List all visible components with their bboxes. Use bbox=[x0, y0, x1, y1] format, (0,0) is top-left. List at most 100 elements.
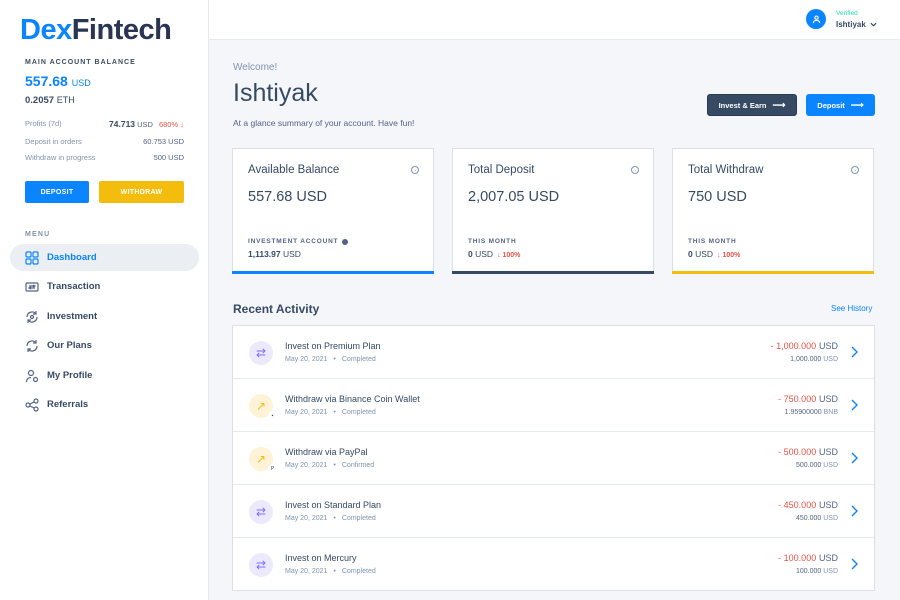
page-subtitle: At a glance summary of your account. Hav… bbox=[233, 118, 415, 128]
user-dropdown[interactable]: Ishtiyak bbox=[836, 20, 877, 29]
stat-profits: Profits (7d) 74.713 USD 680% ↓ bbox=[25, 119, 184, 129]
balance-eth-value: 0.2057 bbox=[25, 95, 55, 106]
stat-deposit-orders: Deposit in orders 60.753 USD bbox=[25, 137, 184, 146]
sidebar-item-label: Referrals bbox=[47, 399, 89, 410]
profile-icon bbox=[25, 369, 39, 383]
activity-sub-currency: BNB bbox=[823, 409, 838, 416]
chevron-right-icon[interactable] bbox=[850, 399, 858, 411]
stat-label: Withdraw in progress bbox=[25, 153, 96, 162]
card-label: THIS MONTH bbox=[688, 238, 737, 245]
card-value-number: 0 bbox=[468, 249, 473, 259]
card-value: 0 USD ↓ 100% bbox=[468, 249, 520, 259]
card-title: Total Deposit bbox=[468, 164, 535, 176]
arrow-right-icon: ⟶ bbox=[772, 99, 786, 110]
sidebar-item-investment[interactable]: Investment bbox=[10, 303, 199, 330]
activity-amount: - 750.000 USD bbox=[778, 394, 838, 405]
activity-amount-currency: USD bbox=[818, 553, 838, 563]
activity-meta: May 20, 2021 • Confirmed bbox=[285, 462, 375, 469]
card-amount: 2,007.05 USD bbox=[468, 189, 560, 205]
page-title: Ishtiyak bbox=[233, 79, 318, 107]
activity-title: Invest on Mercury bbox=[285, 553, 357, 563]
sidebar: DexFintech MAIN ACCOUNT BALANCE 557.68 U… bbox=[0, 0, 209, 600]
stat-value: 500 USD bbox=[153, 153, 184, 162]
activity-meta: May 20, 2021 • Completed bbox=[285, 409, 376, 416]
activity-title: Withdraw via PayPal bbox=[285, 447, 368, 457]
plans-icon bbox=[25, 339, 39, 353]
activity-title: Withdraw via Binance Coin Wallet bbox=[285, 394, 420, 404]
activity-sub-value: 100.000 bbox=[795, 568, 822, 575]
activity-amount-value: - 100.000 bbox=[778, 553, 817, 563]
balance-usd-value: 557.68 bbox=[25, 73, 68, 89]
invest-earn-button[interactable]: Invest & Earn ⟶ bbox=[707, 94, 797, 116]
activity-status: Completed bbox=[341, 568, 376, 575]
card-value-number: 0 bbox=[688, 249, 693, 259]
card-available-balance: Available Balance 557.68 USD INVESTMENT … bbox=[232, 148, 434, 274]
info-icon[interactable] bbox=[631, 166, 639, 174]
arrow-right-icon: ⟶ bbox=[850, 99, 864, 110]
activity-sub-amount: 1.95900000 BNB bbox=[785, 409, 838, 416]
sidebar-item-transaction[interactable]: Transaction bbox=[10, 273, 199, 300]
activity-date: May 20, 2021 bbox=[285, 568, 328, 575]
activity-status: Completed bbox=[341, 515, 376, 522]
sidebar-item-dashboard[interactable]: Dashboard bbox=[10, 244, 199, 271]
card-total-withdraw: Total Withdraw 750 USD THIS MONTH 0 USD ↓… bbox=[672, 148, 874, 274]
card-total-deposit: Total Deposit 2,007.05 USD THIS MONTH 0 … bbox=[452, 148, 654, 274]
card-bar bbox=[452, 271, 654, 274]
recent-activity-title: Recent Activity bbox=[233, 302, 320, 316]
activity-status: Completed bbox=[341, 356, 376, 363]
balance-eth-currency: ETH bbox=[56, 95, 75, 105]
activity-sub-value: 450.000 bbox=[795, 515, 822, 522]
wallet-icon: ▪ bbox=[268, 411, 277, 420]
activity-meta: May 20, 2021 • Completed bbox=[285, 568, 376, 575]
activity-row[interactable]: ↗ P Withdraw via PayPal May 20, 2021 • Con… bbox=[233, 432, 874, 485]
card-title: Available Balance bbox=[248, 164, 340, 176]
chevron-right-icon[interactable] bbox=[850, 346, 858, 358]
user-name: Ishtiyak bbox=[836, 20, 866, 29]
card-bar bbox=[672, 271, 874, 274]
avatar[interactable] bbox=[806, 9, 826, 29]
arrow-up-right-icon: ↗ bbox=[249, 394, 273, 418]
activity-row[interactable]: ⇄ Invest on Standard Plan May 20, 2021 • C… bbox=[233, 485, 874, 538]
info-icon[interactable] bbox=[342, 238, 349, 245]
activity-status: Confirmed bbox=[341, 462, 375, 469]
activity-sub-amount: 500.000 USD bbox=[796, 462, 838, 469]
sidebar-item-referrals[interactable]: Referrals bbox=[10, 391, 199, 418]
sidebar-item-label: Transaction bbox=[47, 281, 101, 292]
sidebar-withdraw-button[interactable]: WITHDRAW bbox=[99, 181, 184, 203]
deposit-button[interactable]: Deposit ⟶ bbox=[806, 94, 875, 116]
activity-row[interactable]: ↗ ▪ Withdraw via Binance Coin Wallet May… bbox=[233, 379, 874, 432]
activity-date: May 20, 2021 bbox=[285, 515, 328, 522]
activity-list: ⇄ Invest on Premium Plan May 20, 2021 • Co… bbox=[232, 325, 875, 591]
balance-eth: 0.2057 ETH bbox=[25, 95, 75, 106]
card-value-currency: USD bbox=[475, 249, 494, 259]
see-history-link[interactable]: See History bbox=[831, 304, 873, 313]
stat-currency: USD bbox=[137, 120, 153, 129]
activity-sub-amount: 100.000 USD bbox=[796, 568, 838, 575]
exchange-icon: ⇄ bbox=[249, 553, 273, 577]
stat-label: Deposit in orders bbox=[25, 137, 82, 146]
info-icon[interactable] bbox=[411, 166, 419, 174]
card-value-currency: USD bbox=[695, 249, 714, 259]
activity-amount-value: - 450.000 bbox=[778, 500, 817, 510]
activity-sub-currency: USD bbox=[823, 568, 838, 575]
activity-row[interactable]: ⇄ Invest on Mercury May 20, 2021 • Complet… bbox=[233, 538, 874, 591]
info-icon[interactable] bbox=[851, 166, 859, 174]
card-label: THIS MONTH bbox=[468, 238, 517, 245]
balance-usd: 557.68 USD bbox=[25, 73, 91, 89]
stat-value: 74.713 bbox=[109, 119, 136, 129]
card-title: Total Withdraw bbox=[688, 164, 764, 176]
activity-row[interactable]: ⇄ Invest on Premium Plan May 20, 2021 • Co… bbox=[233, 326, 874, 379]
top-header: Verified Ishtiyak bbox=[209, 0, 900, 40]
sidebar-deposit-button[interactable]: DEPOSIT bbox=[25, 181, 89, 203]
card-value-number: 1,113.97 bbox=[248, 249, 281, 259]
stat-withdraw-progress: Withdraw in progress 500 USD bbox=[25, 153, 184, 162]
sidebar-item-our-plans[interactable]: Our Plans bbox=[10, 332, 199, 359]
chevron-right-icon[interactable] bbox=[850, 505, 858, 517]
logo[interactable]: DexFintech bbox=[20, 14, 172, 47]
balance-usd-currency: USD bbox=[71, 78, 91, 88]
paypal-icon: P bbox=[268, 464, 277, 473]
deposit-label: Deposit bbox=[817, 100, 845, 110]
chevron-right-icon[interactable] bbox=[850, 452, 858, 464]
sidebar-item-my-profile[interactable]: My Profile bbox=[10, 362, 199, 389]
chevron-right-icon[interactable] bbox=[850, 558, 858, 570]
